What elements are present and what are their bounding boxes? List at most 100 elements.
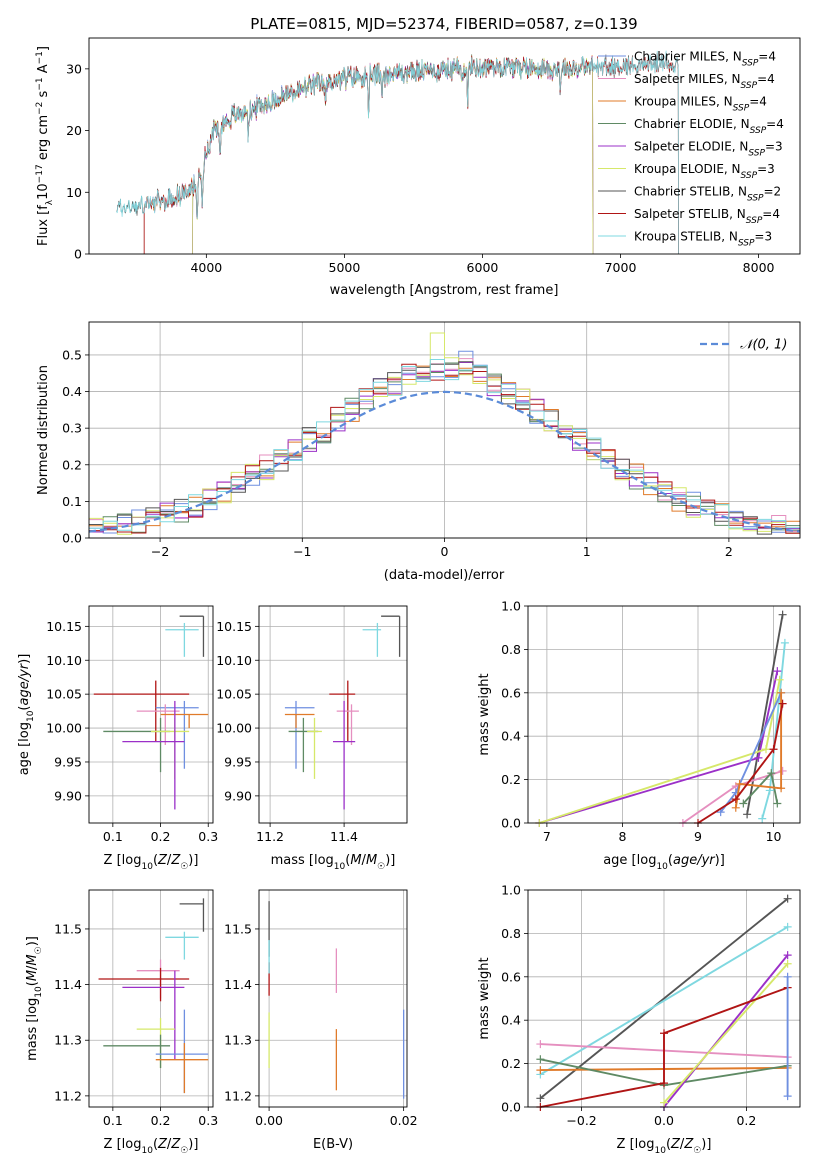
tick-label-x: 11.4 xyxy=(330,829,358,844)
x-axis-label: mass [log10(M/M☉)] xyxy=(271,853,396,872)
error-bar xyxy=(136,704,180,746)
histogram-step xyxy=(89,332,800,535)
weight-line xyxy=(539,926,789,1076)
x-axis-label: Z [log10(Z/Z☉)] xyxy=(104,1137,199,1156)
plot-area xyxy=(98,898,209,1094)
plot-area xyxy=(93,615,209,810)
weight-marker xyxy=(536,1094,545,1103)
error-bar xyxy=(155,1043,209,1094)
tick-label-y: 10.10 xyxy=(46,653,82,668)
legend-label: Kroupa ELODIE, NSSP=3 xyxy=(634,162,775,181)
tick-label-y: 0.4 xyxy=(501,1013,521,1028)
tick-label-x: 0.3 xyxy=(198,1113,218,1128)
tick-label-x: −0.2 xyxy=(566,1113,596,1128)
weight-marker xyxy=(773,799,782,808)
tick-label-x: 0.2 xyxy=(151,1113,171,1128)
weight-marker xyxy=(780,638,789,647)
tick-label-x: 0.0 xyxy=(654,1113,674,1128)
axes-frame xyxy=(88,321,801,539)
panel-weight_vs_Z: −0.2 0.0 0.2 0.0 0.2 0.4 0.6 0.8 1.0 Z [log10(Z/Z… xyxy=(477,883,801,1156)
axes-frame xyxy=(88,37,801,255)
error-bar xyxy=(103,717,171,773)
weight-marker xyxy=(754,753,763,762)
tick-label-y: 11.2 xyxy=(224,1088,252,1103)
weight-marker xyxy=(536,1066,545,1075)
weight-marker xyxy=(731,795,740,804)
spectrum-line xyxy=(192,54,594,254)
legend-label: Salpeter ELODIE, NSSP=3 xyxy=(634,140,783,159)
tick-label-x: 7 xyxy=(543,829,551,844)
error-bar xyxy=(179,898,205,932)
tick-label-x: 0.00 xyxy=(255,1113,283,1128)
legend-label: 𝒩(0, 1) xyxy=(740,338,787,353)
weight-marker xyxy=(783,959,792,968)
spectrum-line xyxy=(143,52,679,254)
tick-label-y: 1.0 xyxy=(501,883,521,898)
normal-curve xyxy=(88,390,801,533)
weight-marker xyxy=(536,1040,545,1049)
panel-residuals: −2 −1 0 1 2 0.0 0.1 0.2 0.3 0.4 0.5 𝒩(0, 1) (data-mo… xyxy=(36,321,801,583)
tick-label-x: 5000 xyxy=(329,260,361,275)
spectrum-line xyxy=(192,56,594,254)
weight-marker xyxy=(783,1092,792,1101)
weight-marker xyxy=(660,1079,668,1088)
tick-label-x: −1 xyxy=(293,544,311,559)
panel-mass_vs_Z: 0.1 0.2 0.3 11.2 11.3 11.4 11.5 Z [log10(Z/Z☉)]… xyxy=(25,889,218,1156)
tick-label-x: 2 xyxy=(725,544,733,559)
panel-spectrum: 4000 5000 6000 7000 8000 0 10 20 30 Chabrier MILE… xyxy=(35,37,801,298)
legend-label: Salpeter MILES, NSSP=4 xyxy=(634,72,775,91)
panel-weight_vs_age: 7 8 9 10 0.0 0.2 0.4 0.6 0.8 1.0 age [log10(age/yr… xyxy=(477,599,801,872)
tick-label-x: 0.2 xyxy=(151,829,171,844)
tick-label-x: 10 xyxy=(766,829,782,844)
plot-area xyxy=(268,901,405,1099)
x-axis-label: Z [log10(Z/Z☉)] xyxy=(104,853,199,872)
tick-label-y: 0.4 xyxy=(62,384,82,399)
weight-marker xyxy=(739,799,748,808)
tick-label-y: 0.1 xyxy=(62,494,82,509)
tick-label-x: 9 xyxy=(694,829,702,844)
tick-label-y: 10 xyxy=(66,185,82,200)
error-bar xyxy=(284,713,315,729)
tick-label-y: 0.8 xyxy=(501,926,521,941)
weight-line xyxy=(697,703,784,824)
tick-label-y: 11.5 xyxy=(224,921,252,936)
weight-marker xyxy=(777,688,786,697)
weight-marker xyxy=(778,610,787,619)
figure-title: PLATE=0815, MJD=52374, FIBERID=0587, z=0… xyxy=(250,15,637,33)
y-axis-label: mass weight xyxy=(477,673,492,755)
error-bar xyxy=(103,1034,171,1069)
tick-label-y: 0.0 xyxy=(501,1100,521,1115)
error-bar xyxy=(307,717,322,779)
error-bar xyxy=(288,717,319,773)
weight-marker xyxy=(769,745,778,754)
error-bar xyxy=(151,717,190,779)
spectrum-line xyxy=(143,56,594,254)
tick-label-x: 0.2 xyxy=(736,1113,756,1128)
tick-label-x: 8 xyxy=(618,829,626,844)
weight-line xyxy=(540,986,788,1108)
weight-marker xyxy=(777,784,786,793)
axes-frame xyxy=(88,889,214,1108)
weight-marker xyxy=(758,814,767,823)
tick-label-x: 0.1 xyxy=(103,829,123,844)
x-axis-label: E(B-V) xyxy=(313,1137,353,1152)
error-bar xyxy=(165,622,199,657)
error-bar xyxy=(160,713,209,729)
weight-line xyxy=(539,670,779,824)
plot-area xyxy=(284,615,401,810)
tick-label-y: 11.4 xyxy=(54,977,82,992)
spectrum-line xyxy=(116,52,679,254)
tick-label-y: 10.05 xyxy=(216,687,252,702)
weight-marker xyxy=(762,745,770,754)
tick-label-x: 0.02 xyxy=(390,1113,418,1128)
error-bar xyxy=(179,615,205,657)
tick-label-y: 0.4 xyxy=(501,729,521,744)
spectrum-line xyxy=(192,56,594,254)
tick-label-y: 11.5 xyxy=(54,921,82,936)
tick-label-y: 0.6 xyxy=(501,969,521,984)
weight-marker xyxy=(778,766,787,775)
error-bar xyxy=(381,615,401,657)
error-bar xyxy=(165,931,199,960)
tick-label-x: 8000 xyxy=(743,260,775,275)
